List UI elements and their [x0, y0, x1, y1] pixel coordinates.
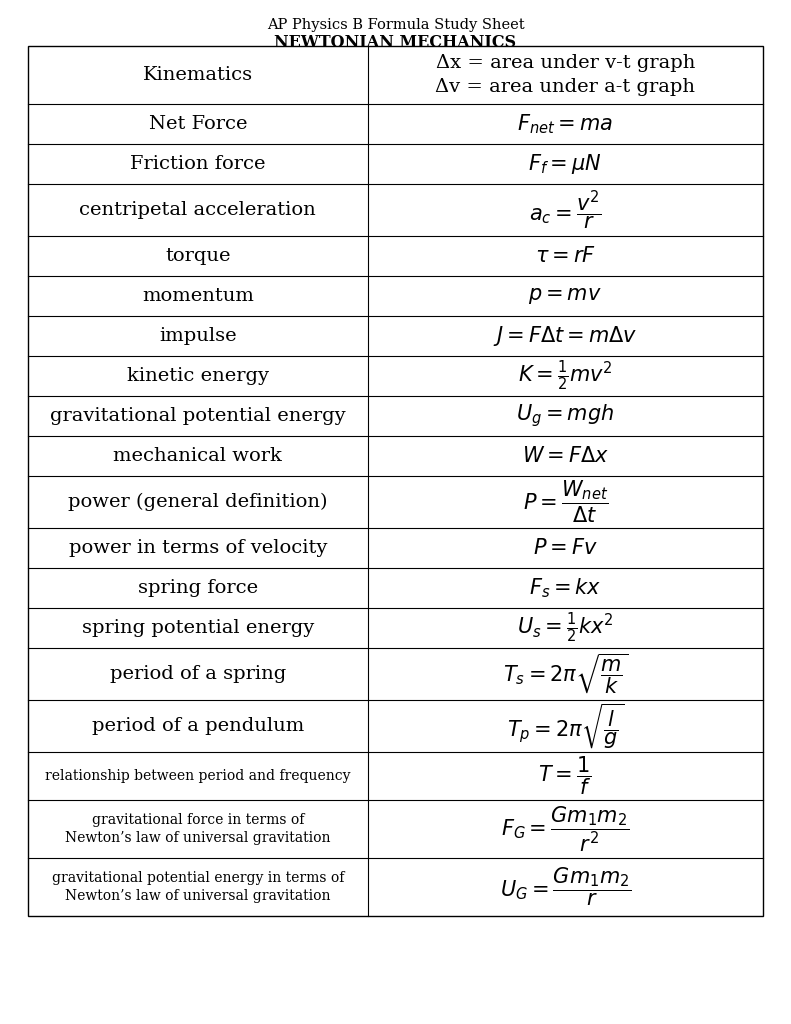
Text: $T_s = 2\pi\sqrt{\dfrac{m}{k}}$: $T_s = 2\pi\sqrt{\dfrac{m}{k}}$	[503, 652, 628, 696]
Text: $\tau = rF$: $\tau = rF$	[535, 246, 596, 266]
Text: $U_s = \frac{1}{2}kx^2$: $U_s = \frac{1}{2}kx^2$	[517, 610, 614, 645]
Text: Friction force: Friction force	[130, 155, 266, 173]
Text: Δx = area under v-t graph
Δv = area under a-t graph: Δx = area under v-t graph Δv = area unde…	[435, 54, 695, 96]
Text: $P = \dfrac{W_{net}}{\Delta t}$: $P = \dfrac{W_{net}}{\Delta t}$	[523, 479, 608, 525]
Text: Kinematics: Kinematics	[142, 66, 253, 84]
Text: period of a spring: period of a spring	[110, 665, 286, 683]
Text: gravitational force in terms of
Newton’s law of universal gravitation: gravitational force in terms of Newton’s…	[65, 813, 331, 845]
Bar	[28, 46, 763, 916]
Text: NEWTONIAN MECHANICS: NEWTONIAN MECHANICS	[274, 34, 517, 51]
Text: $K = \frac{1}{2}mv^2$: $K = \frac{1}{2}mv^2$	[518, 358, 613, 393]
Text: spring force: spring force	[138, 579, 258, 597]
Text: $F_{net} = ma$: $F_{net} = ma$	[517, 113, 613, 136]
Text: centripetal acceleration: centripetal acceleration	[79, 201, 316, 219]
Text: gravitational potential energy in terms of
Newton’s law of universal gravitation: gravitational potential energy in terms …	[51, 871, 344, 903]
Text: $J = F\Delta t = m\Delta v$: $J = F\Delta t = m\Delta v$	[493, 324, 638, 348]
Text: torque: torque	[165, 247, 230, 265]
Text: $F_s = kx$: $F_s = kx$	[529, 577, 601, 600]
Text: period of a pendulum: period of a pendulum	[92, 717, 304, 735]
Text: momentum: momentum	[142, 287, 254, 305]
Text: $U_g = mgh$: $U_g = mgh$	[517, 402, 615, 429]
Text: power (general definition): power (general definition)	[68, 493, 327, 511]
Text: relationship between period and frequency: relationship between period and frequenc…	[45, 769, 350, 783]
Text: $F_G = \dfrac{Gm_1m_2}{r^2}$: $F_G = \dfrac{Gm_1m_2}{r^2}$	[501, 804, 630, 854]
Text: gravitational potential energy: gravitational potential energy	[50, 407, 346, 425]
Text: AP Physics B Formula Study Sheet: AP Physics B Formula Study Sheet	[267, 18, 524, 32]
Text: $W = F\Delta x$: $W = F\Delta x$	[522, 446, 609, 466]
Text: Net Force: Net Force	[149, 115, 247, 133]
Text: mechanical work: mechanical work	[113, 447, 282, 465]
Text: $U_G = \dfrac{Gm_1m_2}{r}$: $U_G = \dfrac{Gm_1m_2}{r}$	[500, 866, 631, 908]
Text: kinetic energy: kinetic energy	[127, 367, 269, 385]
Text: $T = \dfrac{1}{f}$: $T = \dfrac{1}{f}$	[539, 755, 592, 798]
Text: spring potential energy: spring potential energy	[81, 618, 314, 637]
Text: impulse: impulse	[159, 327, 237, 345]
Text: $p = mv$: $p = mv$	[528, 286, 602, 306]
Text: power in terms of velocity: power in terms of velocity	[69, 539, 327, 557]
Text: $P = Fv$: $P = Fv$	[533, 538, 598, 558]
Text: $T_p = 2\pi\sqrt{\dfrac{l}{g}}$: $T_p = 2\pi\sqrt{\dfrac{l}{g}}$	[507, 701, 624, 751]
Text: $F_f = \mu N$: $F_f = \mu N$	[528, 152, 602, 176]
Text: $a_c = \dfrac{v^2}{r}$: $a_c = \dfrac{v^2}{r}$	[529, 188, 601, 231]
